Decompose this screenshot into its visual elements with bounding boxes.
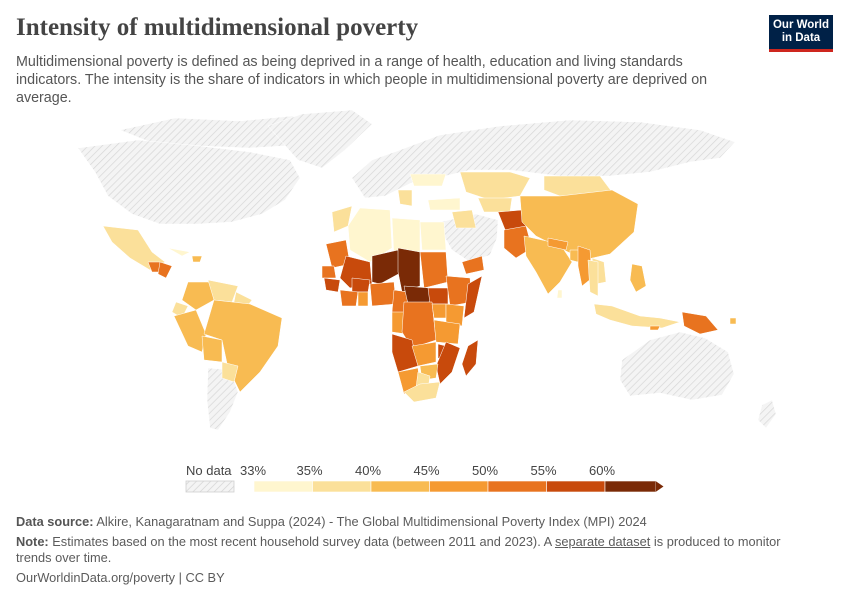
region-north-america — [77, 139, 301, 225]
legend-no-data-swatch — [185, 480, 235, 493]
country-myanmar — [577, 245, 593, 287]
country-nepal-bhutan — [547, 237, 569, 251]
logo-line-1: Our World — [772, 19, 829, 31]
country-turkey — [427, 197, 461, 211]
country-angola — [391, 333, 419, 373]
footer-source: Data source: Alkire, Kanagaratnam and Su… — [16, 514, 806, 530]
region-middle-east — [439, 213, 499, 263]
legend-no-data-label: No data — [186, 463, 232, 478]
country-nigeria — [369, 281, 397, 307]
owid-logo[interactable]: Our World in Data — [769, 15, 833, 52]
footer-note-text-2: is produced to monitor trends over time. — [16, 534, 781, 565]
country-sri-lanka — [556, 289, 563, 299]
country-south-sudan — [427, 287, 449, 305]
legend-bin-0 — [253, 480, 313, 493]
country-tanzania — [433, 319, 461, 345]
legend-bin-2 — [370, 480, 430, 493]
legend-tick-label: 40% — [355, 463, 381, 478]
legend-tick-label: 35% — [297, 463, 323, 478]
country-uganda — [431, 303, 447, 319]
country-central-asia — [477, 197, 513, 213]
region-europe-russia — [351, 119, 736, 199]
country-philippines — [629, 263, 647, 293]
country-honduras — [157, 261, 173, 279]
country-yemen — [461, 255, 485, 275]
country-brazil — [203, 299, 283, 393]
chart-footer: Data source: Alkire, Kanagaratnam and Su… — [16, 514, 806, 590]
legend-bin-1 — [312, 480, 372, 493]
legend-tick-label: 55% — [531, 463, 557, 478]
legend-tick-label: 45% — [414, 463, 440, 478]
country-senegal — [321, 265, 337, 279]
country-colombia — [181, 281, 215, 311]
country-somalia — [463, 275, 483, 319]
country-madagascar — [461, 339, 479, 377]
country-algeria — [347, 207, 393, 263]
legend-tick-labels: 33% 35% 40% 45% 50% 55% 60% — [240, 463, 615, 478]
footer-source-text: Alkire, Kanagaratnam and Suppa (2024) - … — [96, 514, 647, 529]
country-sudan — [419, 251, 449, 289]
chart-subtitle: Multidimensional poverty is defined as b… — [16, 54, 708, 106]
world-map[interactable] — [0, 110, 850, 460]
region-australia — [619, 331, 735, 401]
chart-title: Intensity of multidimensional poverty — [16, 14, 419, 41]
country-south-africa — [403, 381, 441, 403]
countries-with-data — [102, 171, 737, 403]
country-iraq-syria — [451, 209, 477, 229]
country-cuba — [167, 247, 191, 257]
country-pakistan — [503, 225, 533, 259]
country-ghana — [357, 291, 369, 307]
region-greenland — [267, 110, 373, 169]
country-chad — [397, 247, 421, 293]
legend-tick-label: 60% — [589, 463, 615, 478]
legend-bin-6 — [604, 480, 656, 493]
country-zambia — [411, 341, 437, 367]
country-timor-leste — [649, 325, 661, 331]
separate-dataset-link[interactable]: separate dataset — [555, 534, 651, 549]
legend-bin-3 — [429, 480, 489, 493]
legend-arrow-tip — [655, 481, 664, 492]
no-data-regions — [77, 110, 777, 431]
country-peru — [173, 309, 207, 353]
country-indonesia — [593, 303, 681, 329]
footer-source-label: Data source: — [16, 514, 94, 529]
country-car — [403, 285, 431, 305]
footer-credit[interactable]: OurWorldinData.org/poverty | CC BY — [16, 570, 225, 585]
country-egypt — [419, 221, 447, 251]
country-kazakhstan — [459, 171, 531, 201]
footer-note-text-1: Estimates based on the most recent house… — [52, 534, 552, 549]
country-balkans — [397, 189, 413, 207]
region-new-zealand — [757, 399, 777, 429]
country-haiti — [191, 255, 203, 263]
country-paraguay — [221, 361, 239, 383]
footer-note-label: Note: — [16, 534, 49, 549]
country-bolivia — [201, 335, 223, 363]
footer-note: Note: Estimates based on the most recent… — [16, 534, 806, 566]
country-niger — [371, 249, 403, 285]
country-papua-new-guinea — [681, 311, 719, 335]
map-legend: No data 33% 35% 40% 45% 50% 55% 60% — [185, 463, 664, 493]
logo-line-2: in Data — [781, 32, 821, 44]
country-burkina-faso — [351, 277, 371, 293]
country-thailand-vietnam — [587, 259, 599, 297]
legend-tick-label: 50% — [472, 463, 498, 478]
country-pacific-islands — [729, 317, 737, 325]
country-kenya — [445, 303, 465, 327]
country-cote-divoire — [339, 289, 359, 307]
legend-bin-4 — [487, 480, 547, 493]
country-guinea — [323, 277, 341, 293]
legend-color-bins — [253, 480, 664, 493]
country-ukraine — [409, 173, 447, 187]
legend-bin-5 — [546, 480, 606, 493]
country-mozambique — [435, 341, 461, 385]
legend-tick-label: 33% — [240, 463, 266, 478]
